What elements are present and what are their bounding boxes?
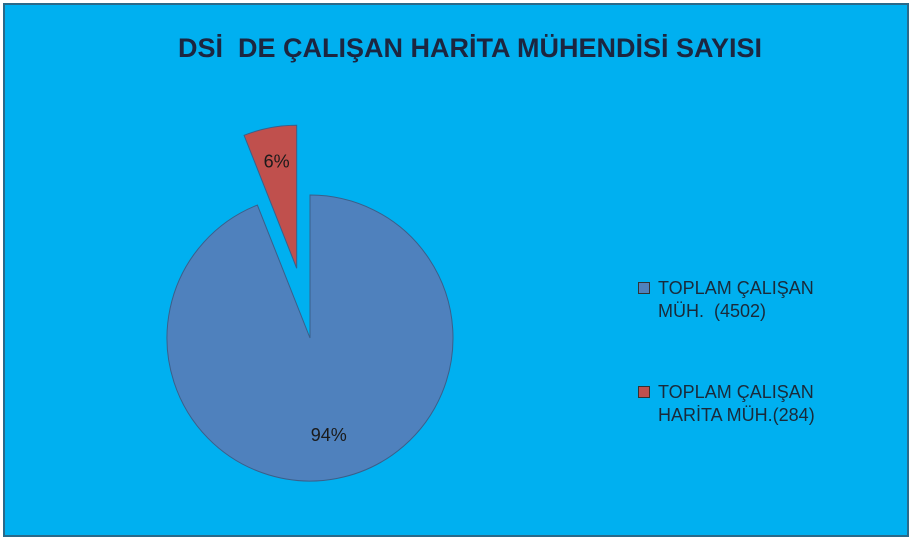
data-label: 94% (311, 425, 347, 445)
legend-label: TOPLAM ÇALIŞAN HARİTA MÜH.(284) (658, 382, 819, 425)
legend-swatch (638, 386, 650, 398)
chart-title: DSİ DE ÇALIŞAN HARİTA MÜHENDİSİ SAYISI (178, 33, 762, 63)
pie-slice (166, 194, 454, 482)
legend-swatch (638, 282, 650, 294)
legend-label: TOPLAM ÇALIŞAN MÜH. (4502) (658, 278, 819, 321)
legend-item: TOPLAM ÇALIŞAN MÜH. (4502) (638, 277, 838, 323)
legend-item: TOPLAM ÇALIŞAN HARİTA MÜH.(284) (638, 381, 838, 427)
background (3, 3, 909, 537)
pie-slice (243, 124, 298, 269)
data-label: 6% (264, 152, 290, 172)
